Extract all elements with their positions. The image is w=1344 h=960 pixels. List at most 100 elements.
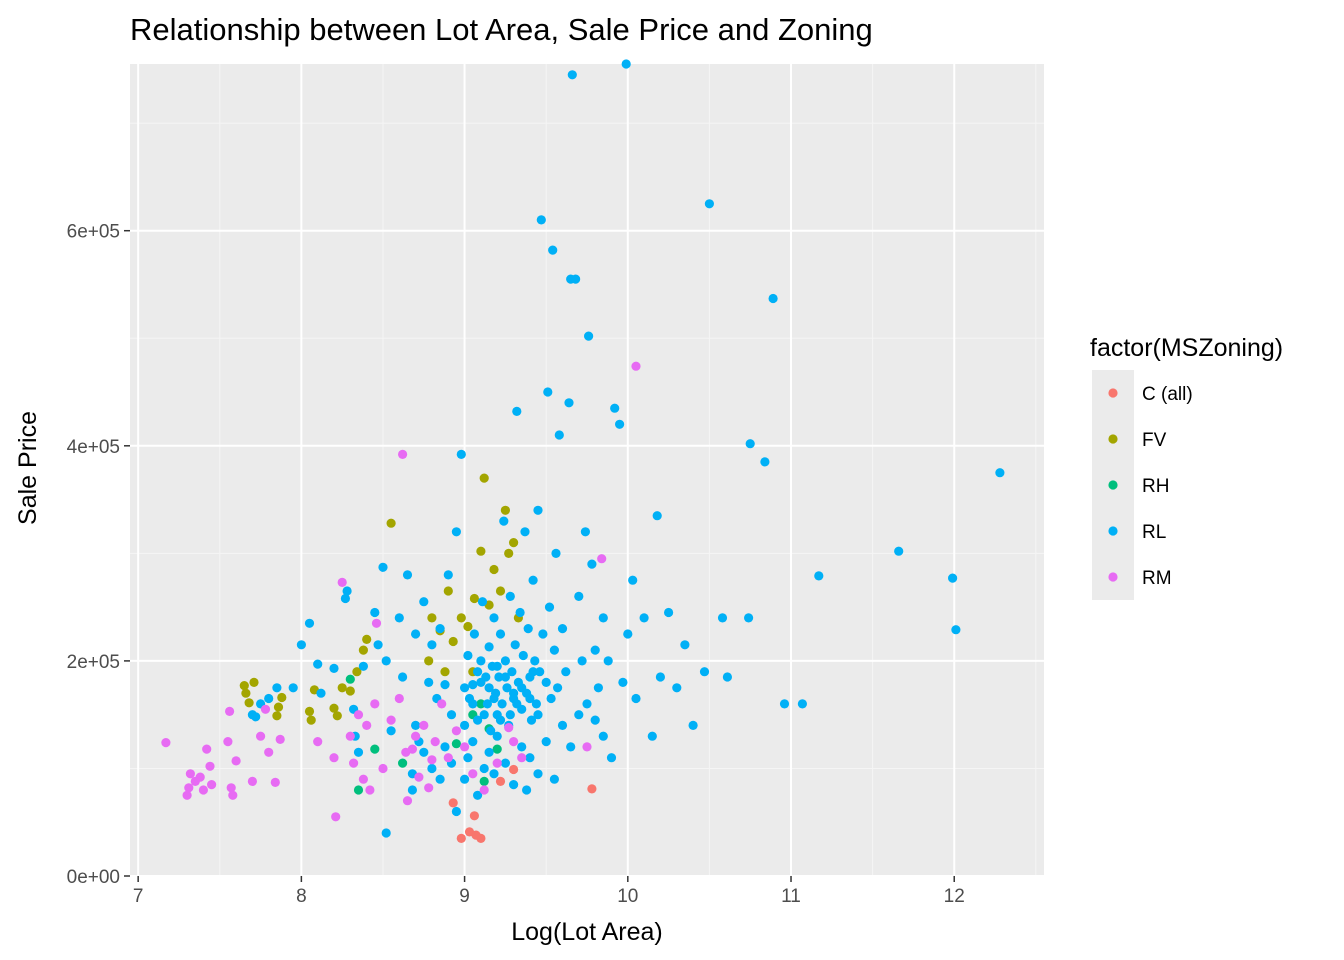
point-rl [313,659,323,669]
point-rl [512,699,522,709]
point-rm [337,577,347,588]
point-rl [370,607,380,618]
point-rm [313,737,323,747]
point-rl [419,597,429,607]
point-rl [500,758,510,768]
point-rl [288,683,298,693]
point-rm [365,785,375,795]
point-c-all [448,798,458,808]
point-rl [528,575,538,585]
point-rl [631,693,641,704]
point-rl [523,624,533,634]
point-rm [582,742,592,752]
point-fv [239,681,249,691]
x-tick-label: 10 [617,886,638,907]
point-rl [618,677,628,688]
legend-label-rh: RH [1142,476,1169,497]
point-fv [463,621,473,632]
point-rl [951,625,961,635]
point-rm [443,753,453,763]
point-rl [411,720,421,731]
point-rl [647,731,657,741]
point-rl [551,548,561,559]
point-rl [541,677,551,688]
point-rl [497,699,507,709]
point-c-all [469,811,479,821]
point-fv [424,656,434,666]
point-rl [463,753,473,763]
point-rl [554,430,564,440]
point-rl [533,505,543,515]
point-rl [460,683,470,693]
point-rl [451,806,461,817]
point-rh [398,758,408,768]
point-rm [402,796,413,806]
point-fv [249,677,259,688]
point-rl [463,650,473,661]
point-rm [398,449,408,459]
point-rl [502,683,512,693]
point-rl [894,546,904,556]
point-rl [564,398,574,408]
point-rm [371,618,382,628]
legend-swatch-rm [1108,572,1118,582]
point-rl [553,683,563,693]
point-fv [448,636,458,647]
point-rm [508,737,519,747]
point-fv [489,564,499,575]
point-rm [362,720,372,731]
point-rm [394,693,404,704]
point-rl [518,650,528,661]
y-axis: 0e+00 2e+05 4e+05 6e+05 [67,222,130,888]
point-rl [557,624,568,634]
point-rm [247,776,257,787]
point-rl [598,613,608,623]
point-rm [202,744,212,754]
point-rl [505,710,515,720]
legend-label-fv: FV [1142,430,1167,451]
point-rl [536,215,546,225]
point-rl [435,624,445,634]
point-c-all [587,784,597,794]
point-rm [228,790,238,800]
point-rl [549,774,560,784]
point-rl [508,688,519,698]
point-rl [948,573,958,583]
point-rm [226,783,236,793]
point-rl [797,699,808,709]
point-rl [456,449,466,459]
x-tick-label: 11 [781,886,801,907]
point-rl [512,406,522,416]
point-fv [244,698,254,708]
point-rl [603,656,613,666]
point-rl [590,645,600,655]
legend-title: factor(MSZoning) [1090,334,1283,362]
point-rh [370,744,380,754]
legend-items: C (all) FV RH RL RM [1092,370,1193,600]
point-rl [628,575,638,585]
point-fv [508,538,519,548]
point-rm [161,738,171,748]
point-rl [655,672,666,682]
point-rm [479,785,489,795]
point-rl [473,790,483,800]
point-rm [353,710,364,720]
point-fv [358,645,368,655]
point-rm [264,747,274,757]
point-rl [264,693,274,704]
point-rl [549,645,560,655]
point-rl [484,747,494,757]
point-rh [476,699,486,709]
point-rl [407,785,417,795]
point-rm [427,755,437,765]
point-rl [533,769,543,779]
point-rl [531,699,542,709]
point-rl [378,562,388,572]
point-rl [722,672,733,682]
point-rl [548,245,558,255]
point-rl [530,656,540,666]
point-rl [479,710,489,720]
point-fv [304,706,315,717]
point-rl [606,753,617,763]
point-rl [535,667,545,677]
